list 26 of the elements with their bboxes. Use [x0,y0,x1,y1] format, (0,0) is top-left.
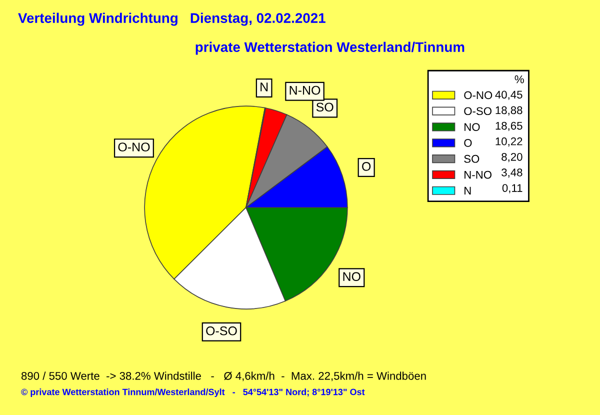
slice-label: SO [316,102,334,112]
legend-label: SO [464,154,480,163]
legend-label: NO [464,123,480,131]
data-label: 3,48 [502,168,522,178]
legend-title: % [514,75,524,84]
legend-label: O [464,139,472,147]
data-label: 18,88 [496,106,522,116]
legend-label: N [464,186,471,195]
data-label: 10,22 [496,137,522,147]
slice-label: O-NO [118,142,150,152]
slice-label: N-NO [290,86,320,95]
text: 890 / 550 Werte -> 38.2% Windstille - Ø 4,6km/h - Max. 22,5km/h = Windböen [21,372,426,382]
legend-label: N-NO [464,170,492,179]
data-label: 0,11 [502,184,522,194]
slice-label: N [260,82,268,92]
legend-label: O-SO [464,107,492,116]
data-label: 18,65 [496,122,522,132]
chart-title: Verteilung Windrichtung Dienstag, 02.02.2021 [18,12,326,26]
data-label: 40,45 [495,90,522,100]
slice-label: NO [343,272,360,281]
slice-label: O [362,162,371,171]
data-label: 8,20 [502,152,522,162]
text: © private Wetterstation Tinnum/Westerland/Sylt - 54°54'13" Nord; 8°19'13" Ost [21,388,365,397]
legend-label: O-NO [464,91,492,100]
chart-subtitle: private Wetterstation Westerland/Tinnum [196,42,464,55]
slice-label: O-SO [206,326,237,336]
